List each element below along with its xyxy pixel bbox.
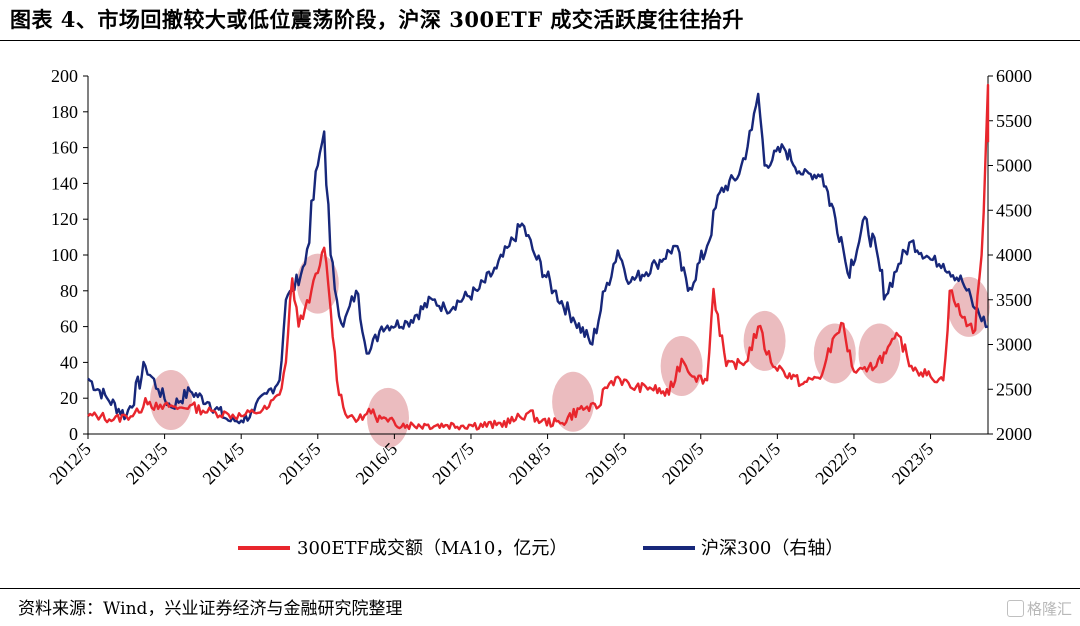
right-tick-label: 3500	[996, 290, 1032, 310]
highlight-ellipse-0	[149, 369, 192, 430]
legend: 300ETF成交额（MA10，亿元） 沪深300（右轴）	[238, 538, 843, 559]
x-tick-label: 2023/5	[888, 439, 938, 489]
x-tick-label: 2016/5	[352, 439, 402, 489]
highlight-ellipse-8	[947, 276, 990, 337]
left-tick-label: 20	[60, 388, 78, 408]
left-tick-label: 160	[51, 138, 78, 158]
highlight-ellipse-7	[858, 323, 901, 384]
left-tick-label: 100	[51, 245, 78, 265]
x-tick-label: 2019/5	[581, 439, 631, 489]
x-tick-label: 2015/5	[275, 439, 325, 489]
series-line-0	[87, 83, 990, 431]
source-note: 资料来源：Wind，兴业证券经济与金融研究院整理	[18, 599, 403, 619]
chart-title: 图表 4、市场回撤较大或低位震荡阶段，沪深 300ETF 成交活跃度往往抬升	[10, 7, 744, 32]
right-tick-label: 4000	[996, 245, 1032, 265]
watermark-text: 格隆汇	[1026, 600, 1072, 618]
title-divider	[0, 40, 1080, 41]
x-tick-label: 2017/5	[428, 439, 478, 489]
left-tick-label: 0	[69, 424, 78, 444]
highlight-layer	[149, 253, 990, 448]
left-tick-label: 120	[51, 209, 78, 229]
x-tick-label: 2018/5	[505, 439, 555, 489]
chart-area: 0 20 40 60 80 100 120 140 160 180 200 2000 2500 3000 3…	[45, 66, 1032, 559]
right-tick-label: 2500	[996, 379, 1032, 399]
left-tick-label: 80	[60, 281, 78, 301]
left-tick-label: 60	[60, 317, 78, 337]
x-tick-label: 2022/5	[811, 439, 861, 489]
left-tick-label: 200	[51, 66, 78, 86]
right-tick-label: 3000	[996, 335, 1032, 355]
watermark-logo-icon	[1006, 600, 1024, 617]
left-tick-label: 180	[51, 102, 78, 122]
series-layer	[87, 83, 990, 431]
right-tick-label: 4500	[996, 200, 1032, 220]
x-tick-label: 2013/5	[122, 439, 172, 489]
right-tick-label: 2000	[996, 424, 1032, 444]
right-tick-label: 5500	[996, 111, 1032, 131]
legend-label-index: 沪深300（右轴）	[701, 538, 843, 559]
right-tick-label: 5000	[996, 156, 1032, 176]
highlight-ellipse-2	[367, 387, 409, 448]
source-divider	[0, 588, 1080, 589]
watermark: 格隆汇	[1006, 598, 1072, 619]
right-tick-label: 6000	[996, 66, 1032, 86]
left-tick-label: 40	[60, 352, 78, 372]
legend-label-etf: 300ETF成交额（MA10，亿元）	[297, 538, 567, 559]
axes-layer: 0 20 40 60 80 100 120 140 160 180 200 2000 2500 3000 3…	[45, 66, 1032, 488]
highlight-ellipse-3	[552, 371, 595, 432]
x-tick-label: 2021/5	[735, 439, 785, 489]
highlight-ellipse-1	[296, 253, 339, 314]
left-tick-label: 140	[51, 173, 78, 193]
x-tick-label: 2020/5	[658, 439, 708, 489]
x-tick-label: 2014/5	[199, 439, 249, 489]
x-tick-label: 2012/5	[45, 439, 95, 489]
series-line-1	[87, 92, 989, 425]
